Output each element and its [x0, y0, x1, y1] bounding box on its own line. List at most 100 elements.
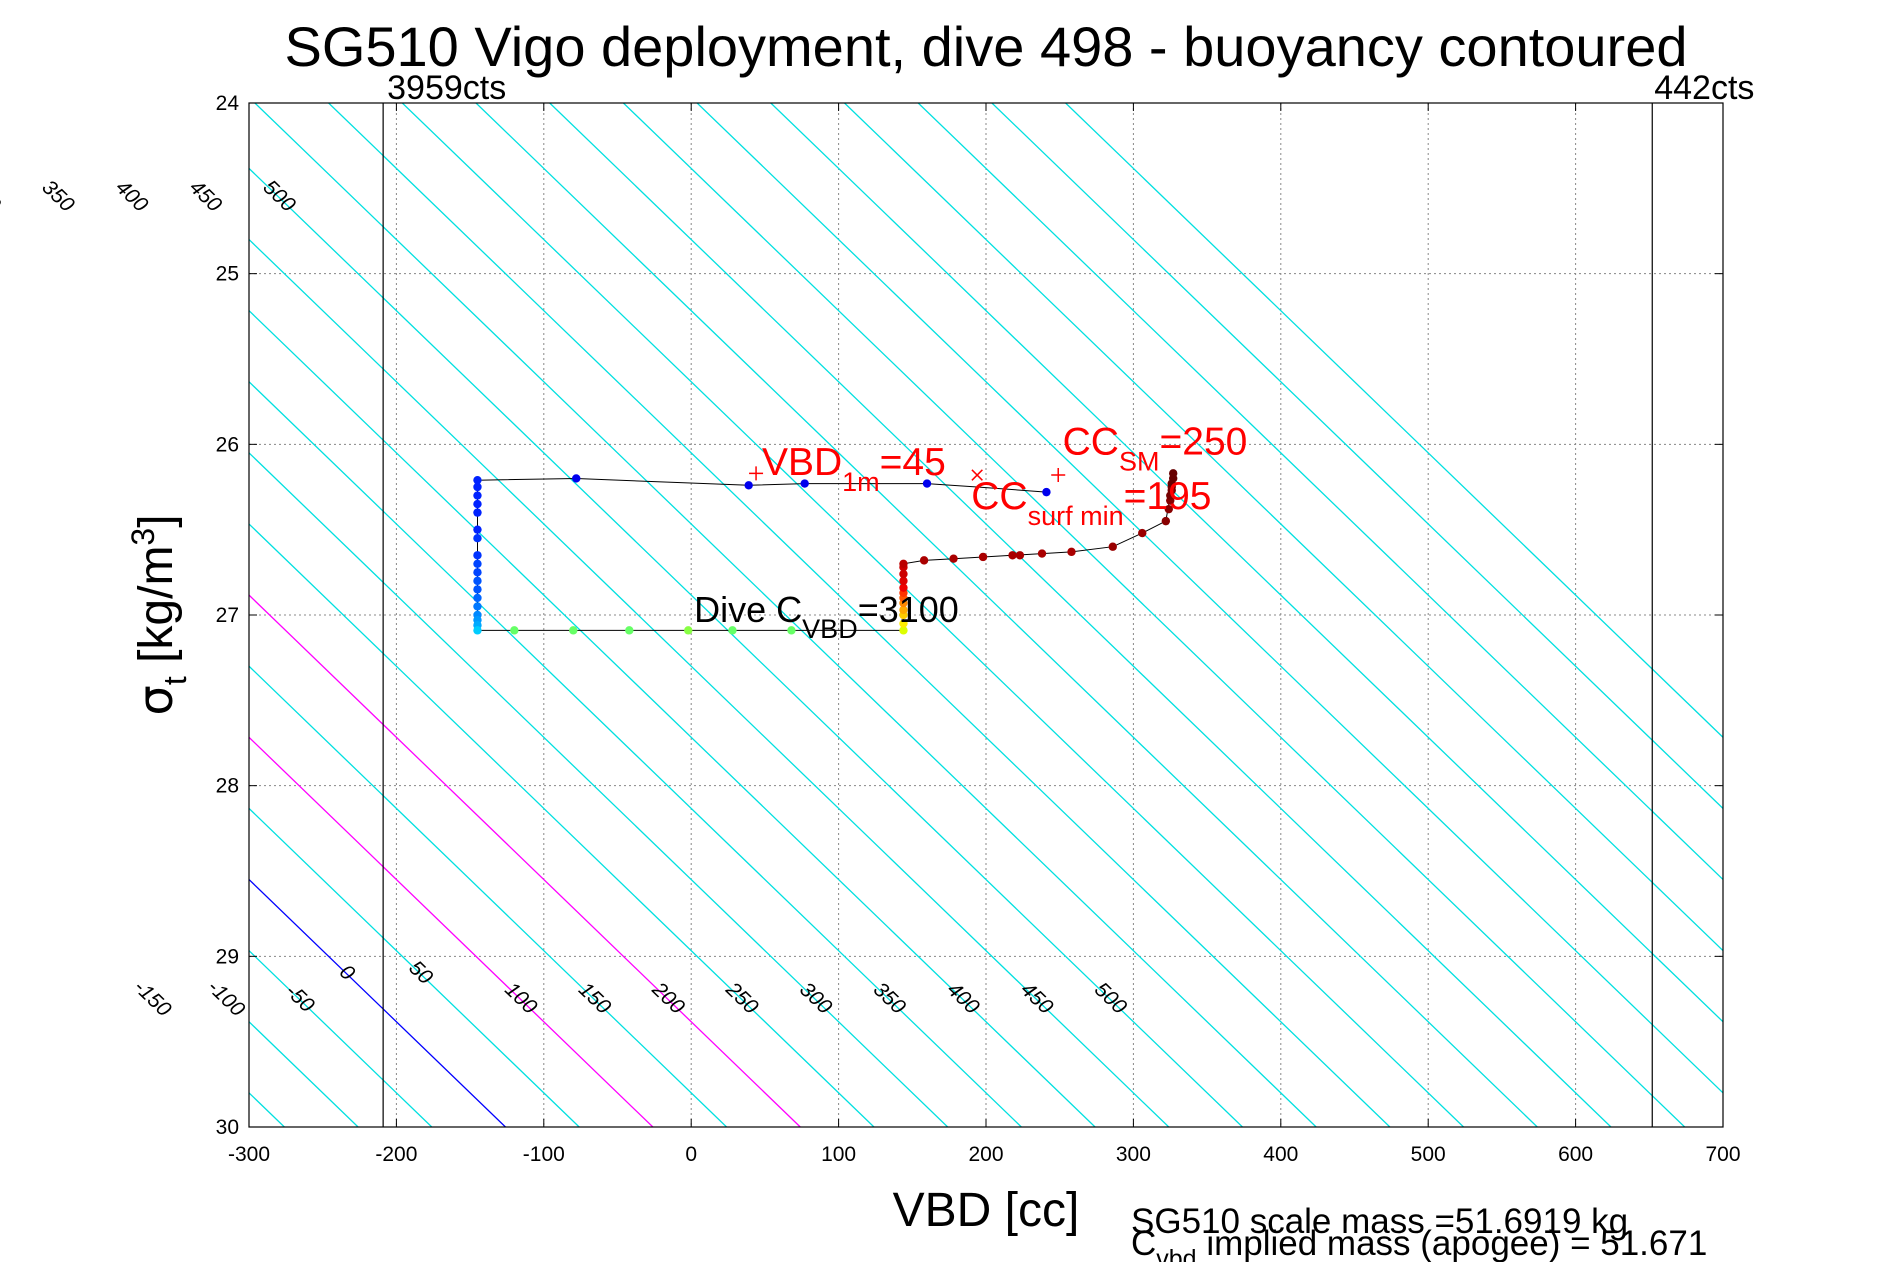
annotation-cc-sm: CCSM=250 [1063, 421, 1248, 477]
contour-label: 250 [721, 977, 763, 1019]
svg-text:σt [kg/m3]: σt [kg/m3] [125, 514, 193, 715]
data-point [473, 491, 482, 500]
y-axis-label-main: σ [128, 685, 184, 715]
footer-implied-mass: Cvbd implied mass (apogee) = 51.671 [1131, 1224, 1707, 1262]
y-tick-label: 24 [216, 92, 240, 115]
contour-label: 450 [185, 176, 226, 217]
contour-line [844, 103, 1723, 952]
data-point [919, 556, 929, 565]
contour-line [696, 103, 1723, 1094]
annotation-dive-main: Dive C [694, 589, 802, 630]
y-axis-label-close: ] [130, 514, 183, 527]
data-point [625, 626, 634, 635]
data-point [800, 479, 809, 488]
count-line-label: 442cts [1654, 69, 1754, 107]
y-tick-label: 28 [216, 775, 239, 798]
annotation-cc-surf-rest: =195 [1124, 475, 1212, 518]
contour-line [249, 238, 1170, 1127]
data-point [473, 602, 482, 611]
y-axis-label-unit: [kg/m [130, 546, 183, 677]
contour-line [249, 309, 1096, 1127]
svg-text:VBD1m=45: VBD1m=45 [762, 441, 946, 497]
x-tick-label: 100 [821, 1143, 856, 1166]
contour-line [249, 594, 801, 1127]
annotation-cc-surf-main: CC [971, 475, 1027, 518]
contour-label: -50 [281, 979, 319, 1017]
contour-line [328, 103, 1391, 1127]
contour-label: 350 [37, 176, 78, 217]
contour-line [549, 103, 1612, 1127]
contour-line [0, 103, 137, 1127]
data-point [473, 482, 482, 492]
annotation-cc-surf-min: CCsurf min=195 [971, 475, 1211, 531]
contour-label: 100 [500, 978, 541, 1019]
dive-series [473, 469, 1178, 635]
data-point [473, 551, 482, 560]
markers [749, 466, 1066, 483]
contour-line [249, 380, 1022, 1127]
contour-label: 0 [335, 960, 360, 985]
annotation-cc-sm-main: CC [1063, 421, 1119, 464]
data-point [1067, 547, 1076, 557]
x-tick-label: 500 [1411, 1143, 1446, 1166]
data-point [473, 508, 482, 517]
data-point [949, 554, 958, 563]
annotation-cc-surf-sub: surf min [1028, 501, 1124, 531]
data-point [1008, 551, 1017, 560]
data-point [1108, 542, 1117, 551]
data-point [978, 552, 988, 562]
contour-line [254, 103, 1317, 1127]
data-point [1037, 549, 1047, 558]
footer-implied-sub: vbd [1156, 1245, 1196, 1262]
x-tick-label: 700 [1705, 1143, 1740, 1166]
data-point [899, 569, 908, 579]
contour-line [249, 878, 506, 1127]
data-point [473, 585, 482, 594]
data-point [1138, 528, 1147, 538]
data-point [473, 593, 482, 603]
contour-label: 200 [647, 977, 689, 1019]
count-lines: 3959cts 442cts [382, 69, 1754, 1127]
data-point [899, 605, 908, 615]
y-tick-label: 25 [216, 263, 239, 286]
contour-line [475, 103, 1538, 1127]
y-axis-label: σt [kg/m3] [125, 514, 193, 715]
data-point [473, 475, 482, 485]
data-point [569, 626, 578, 635]
y-axis-label-sub: t [157, 676, 193, 685]
x-axis-label: VBD [cc] [893, 1184, 1080, 1237]
contour-label: 500 [259, 176, 300, 217]
contour-label: 350 [869, 978, 910, 1019]
data-point [787, 626, 796, 635]
data-point [473, 499, 482, 509]
footer-implied-main: C [1131, 1224, 1156, 1262]
contour-label: -150 [129, 975, 175, 1021]
contour-label: 400 [942, 978, 983, 1019]
y-tick-label: 30 [216, 1116, 239, 1139]
annotation-vbd-1m: VBD1m=45 [762, 441, 946, 497]
contour-line [249, 523, 875, 1127]
x-tick-label: 200 [968, 1143, 1003, 1166]
annotation-dive-cvbd: Dive CVBD=3100 [694, 589, 959, 644]
x-tick-label: 600 [1558, 1143, 1593, 1166]
plus-marker [1051, 468, 1066, 483]
contour-label: 400 [111, 176, 152, 217]
footer-scale-mass: SG510 scale mass =51.6919 kg [1131, 1202, 1628, 1241]
data-point [572, 474, 581, 483]
annotation-dive-rest: =3100 [858, 589, 959, 630]
contour-label: 500 [1090, 978, 1131, 1019]
data-point [1164, 504, 1173, 514]
chart-title: SG510 Vigo deployment, dive 498 - buoyan… [284, 15, 1687, 78]
data-point [510, 626, 519, 635]
data-point [473, 525, 482, 534]
contour-line [249, 451, 949, 1127]
svg-text:CCSM=250: CCSM=250 [1063, 421, 1248, 477]
annotation-cc-sm-rest: =250 [1159, 421, 1247, 464]
contour-line [917, 103, 1723, 881]
data-point [473, 568, 482, 577]
data-point [473, 576, 482, 586]
contour-line [0, 103, 63, 1127]
contour-line [249, 167, 1243, 1127]
contour-label: 150 [574, 978, 615, 1019]
contour-line [249, 807, 580, 1127]
